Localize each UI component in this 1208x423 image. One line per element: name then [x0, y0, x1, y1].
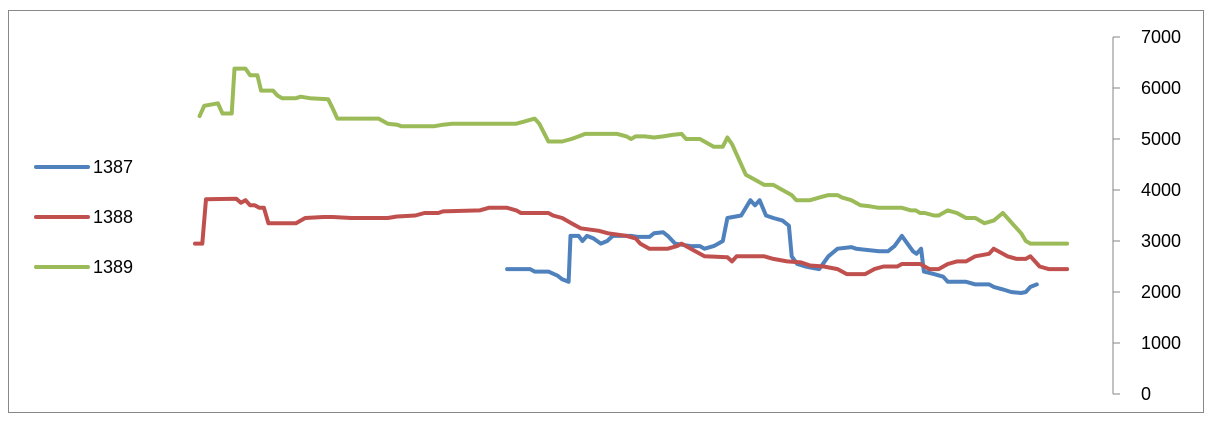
legend-label-1388: 1388 — [93, 207, 133, 227]
y-tick-label: 7000 — [1141, 27, 1181, 47]
legend-label-1387: 1387 — [93, 157, 133, 177]
y-tick-label: 0 — [1141, 384, 1151, 404]
series-line-1387 — [505, 198, 1039, 295]
y-tick-label: 6000 — [1141, 78, 1181, 98]
series-line-1388 — [193, 196, 1070, 277]
y-tick-label: 5000 — [1141, 129, 1181, 149]
y-axis: 0 1000 2000 3000 4000 5000 6000 7000 — [1112, 27, 1181, 404]
y-tick-label: 4000 — [1141, 180, 1181, 200]
series-layer — [193, 66, 1070, 295]
y-tick-label: 2000 — [1141, 282, 1181, 302]
legend-label-1389: 1389 — [93, 257, 133, 277]
legend: 1387 1388 1389 — [34, 157, 133, 277]
y-tick-label: 1000 — [1141, 333, 1181, 353]
chart-frame — [8, 10, 1204, 413]
series-line-1389 — [197, 66, 1070, 246]
y-tick-label: 3000 — [1141, 231, 1181, 251]
